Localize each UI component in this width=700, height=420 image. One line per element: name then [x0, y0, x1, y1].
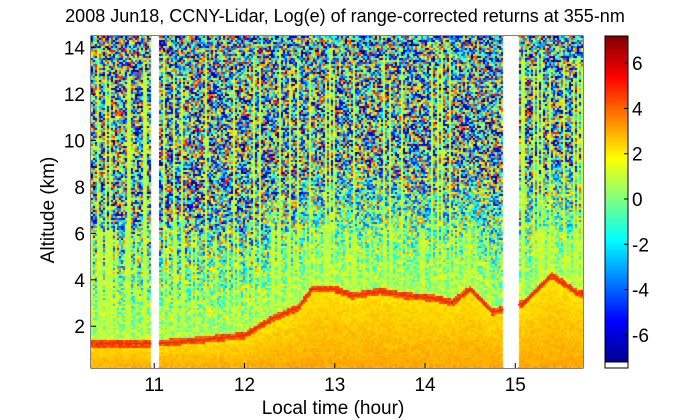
x-tick-label: 13 — [324, 375, 345, 396]
colorbar: 6 4 2 0 -2 -4 -6 — [604, 35, 649, 369]
colorbar-tick-label: 0 — [632, 190, 643, 211]
chart-title: 2008 Jun18, CCNY-Lidar, Log(e) of range-… — [65, 6, 625, 26]
y-tick-label: 4 — [74, 271, 85, 292]
x-tick-label: 11 — [144, 375, 164, 396]
data-gap-0 — [151, 36, 159, 368]
y-tick-label: 8 — [74, 178, 85, 199]
data-gap-1 — [503, 36, 519, 368]
colorbar-tick-label: -6 — [632, 326, 649, 347]
y-tick-label: 10 — [64, 131, 85, 152]
colorbar-tick-label: 2 — [632, 145, 643, 166]
y-axis: 2 4 6 8 10 12 14 — [64, 39, 96, 338]
x-tick-label: 14 — [414, 375, 436, 396]
colorbar-nan-swatch — [604, 361, 629, 369]
plot-area — [90, 35, 584, 369]
y-tick-label: 2 — [74, 317, 85, 338]
x-axis-label: Local time (hour) — [262, 398, 405, 419]
x-tick-label: 12 — [234, 375, 255, 396]
colorbar-tick-label: 4 — [632, 99, 643, 120]
y-axis-label: Altitude (km) — [38, 157, 59, 264]
colorbar-tick-label: -4 — [632, 281, 649, 302]
y-tick-label: 12 — [64, 85, 85, 106]
heatmap-raster — [91, 36, 583, 368]
boundary-layer-top-line — [95, 274, 579, 345]
colorbar-tick-label: -2 — [632, 235, 649, 256]
x-tick-label: 15 — [505, 375, 526, 396]
colorbar-tick-label: 6 — [632, 54, 643, 75]
y-tick-label: 14 — [64, 39, 86, 60]
x-axis: 11 12 13 14 15 — [144, 363, 526, 396]
y-tick-label: 6 — [74, 224, 85, 245]
